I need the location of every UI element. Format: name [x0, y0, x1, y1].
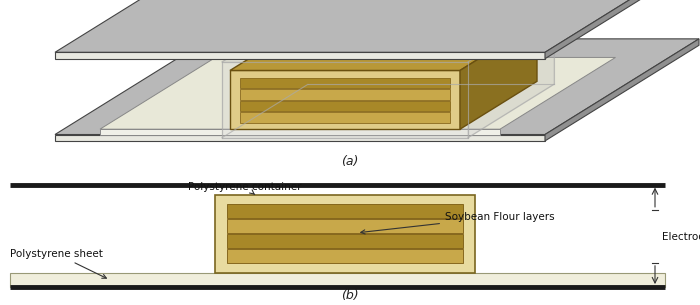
Polygon shape: [545, 0, 699, 59]
Polygon shape: [230, 70, 460, 129]
Text: Polystyrene container: Polystyrene container: [188, 182, 302, 195]
Bar: [10, 273, 665, 287]
Polygon shape: [240, 78, 450, 88]
Polygon shape: [55, 0, 699, 52]
Polygon shape: [100, 129, 500, 135]
Polygon shape: [240, 101, 450, 111]
Polygon shape: [55, 39, 699, 135]
Polygon shape: [55, 135, 545, 141]
Text: (b): (b): [341, 289, 359, 302]
Polygon shape: [230, 23, 537, 70]
Polygon shape: [55, 52, 545, 59]
Bar: [227, 249, 463, 263]
Polygon shape: [240, 112, 450, 123]
Bar: [227, 234, 463, 248]
Polygon shape: [460, 23, 537, 129]
Text: Polystyrene sheet: Polystyrene sheet: [10, 249, 106, 278]
Bar: [227, 219, 463, 233]
Polygon shape: [240, 89, 450, 100]
Polygon shape: [468, 9, 554, 138]
Polygon shape: [222, 62, 468, 138]
Polygon shape: [100, 57, 615, 129]
Bar: [215, 195, 475, 273]
Text: Electrodes: Electrodes: [662, 232, 700, 242]
Text: (a): (a): [342, 155, 358, 168]
Polygon shape: [222, 9, 554, 62]
Bar: [227, 204, 463, 218]
Text: Soybean Flour layers: Soybean Flour layers: [360, 212, 554, 234]
Polygon shape: [545, 39, 699, 141]
